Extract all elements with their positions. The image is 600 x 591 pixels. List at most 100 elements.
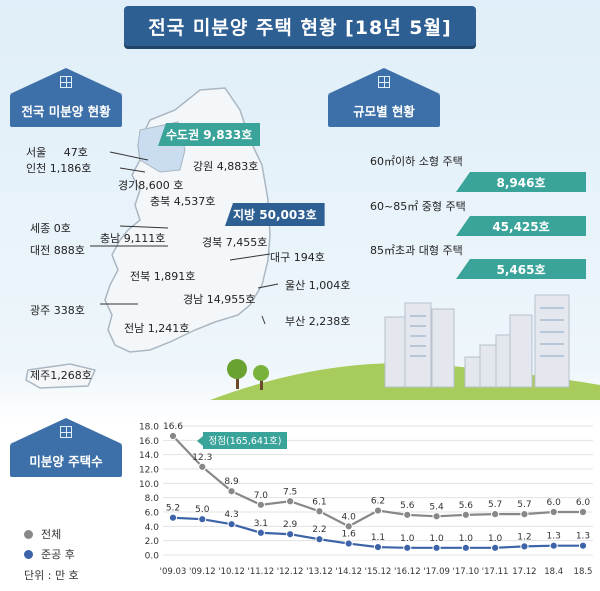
x-tick-label: '14.12 <box>335 567 362 577</box>
y-tick-label: 12.0 <box>139 466 159 476</box>
peak-annotation-text: 정점(165,641호) <box>209 435 282 447</box>
x-tick-label: '09.03 <box>160 567 187 577</box>
data-point <box>168 431 178 441</box>
data-point <box>403 543 412 552</box>
data-point <box>344 539 353 548</box>
legend-completed: 준공 후 <box>24 546 75 562</box>
local-badge: 지방 50,003호 <box>225 203 325 226</box>
leader-lines <box>90 151 279 325</box>
x-tick-label: '17.10 <box>453 567 480 577</box>
region-sejong: 세종 0호 <box>30 222 71 235</box>
data-label: 5.7 <box>517 500 531 510</box>
size-bar-small: 8,946호 <box>456 172 586 192</box>
data-label: 1.3 <box>576 532 590 542</box>
section-size-title: 규모별 현황 <box>328 94 440 127</box>
data-label: 2.2 <box>312 525 326 535</box>
tree-icon <box>253 365 269 390</box>
data-point <box>198 515 207 524</box>
peak-annotation-box <box>203 432 287 449</box>
x-tick-label: '16.12 <box>394 567 421 577</box>
region-ulsan: 울산 1,004호 <box>285 279 351 292</box>
data-label: 3.1 <box>254 519 268 529</box>
region-jeonbuk: 전북 1,891호 <box>130 270 196 283</box>
data-label: 5.4 <box>429 502 444 512</box>
size-label-small: 60㎡이하 소형 주택 <box>370 155 463 168</box>
data-point <box>520 510 529 519</box>
region-gwangju: 광주 338호 <box>30 304 85 317</box>
data-label: 6.0 <box>576 498 591 508</box>
data-point <box>403 510 412 519</box>
x-tick-label: '15.12 <box>365 567 392 577</box>
y-tick-label: 18.0 <box>139 423 159 433</box>
data-label: 5.0 <box>195 505 210 515</box>
data-point <box>461 510 470 519</box>
building-windows <box>410 307 564 357</box>
data-label: 5.7 <box>488 500 502 510</box>
data-point <box>373 506 383 515</box>
x-tick-label: '11.12 <box>248 567 275 577</box>
section-national-label: 전국 미분양 현황 <box>10 68 122 127</box>
data-label: 1.0 <box>488 534 503 544</box>
data-label: 4.0 <box>342 512 357 522</box>
data-point <box>549 541 558 550</box>
section-national-title: 전국 미분양 현황 <box>10 94 122 127</box>
region-chungnam: 충남 9,111호 <box>100 232 166 245</box>
region-daegu: 대구 194호 <box>270 251 325 264</box>
x-tick-label: '09.12 <box>189 567 216 577</box>
tree-icon <box>227 359 247 389</box>
data-label: 7.5 <box>283 487 297 497</box>
data-point <box>256 500 265 509</box>
data-label: 1.0 <box>459 534 474 544</box>
x-tick-label: 18.5 <box>574 567 593 577</box>
jeju-shape <box>25 363 97 389</box>
legend-total: 전체 <box>24 526 61 542</box>
region-gyeonggi: 경기8,600 호 <box>118 179 184 192</box>
data-label: 4.3 <box>224 510 238 520</box>
region-busan: 부산 2,238호 <box>285 315 351 328</box>
y-tick-label: 0.0 <box>145 552 160 562</box>
data-point <box>491 510 500 519</box>
data-label: 6.0 <box>547 498 562 508</box>
region-gangwon: 강원 4,883호 <box>193 160 259 173</box>
y-tick-label: 8.0 <box>145 494 160 504</box>
region-incheon: 인천 1,186호 <box>26 162 92 175</box>
scenery-illustration <box>210 294 600 400</box>
x-tick-label: '13.12 <box>306 567 333 577</box>
region-seoul: 서울 47호 <box>26 146 88 159</box>
x-tick-label: '17.11 <box>482 567 509 577</box>
data-label: 5.6 <box>400 501 415 511</box>
data-label: 1.0 <box>429 534 444 544</box>
section-count-label: 미분양 주택수 <box>10 418 122 477</box>
data-point <box>373 543 383 552</box>
x-tick-label: 18.4 <box>544 567 563 577</box>
region-gyeongbuk: 경북 7,455호 <box>202 236 268 249</box>
data-point <box>198 462 207 471</box>
data-point <box>578 507 588 517</box>
data-point <box>315 507 324 516</box>
data-label: 1.2 <box>517 532 531 542</box>
data-point <box>491 543 500 552</box>
page-title: 전국 미분양 주택 현황 [18년 5월] <box>124 6 476 46</box>
y-tick-label: 6.0 <box>145 509 160 519</box>
x-tick-label: '17.09 <box>423 567 450 577</box>
region-chungbuk: 충북 4,537호 <box>150 195 216 208</box>
data-label: 5.6 <box>459 501 474 511</box>
y-tick-label: 2.0 <box>145 537 160 547</box>
size-bar-medium: 45,425호 <box>456 216 586 236</box>
data-point <box>315 535 324 544</box>
data-label: 1.1 <box>371 533 385 543</box>
data-point <box>432 543 441 552</box>
data-label: 1.0 <box>400 534 415 544</box>
data-label: 1.6 <box>342 530 357 540</box>
region-jeonnam: 전남 1,241호 <box>124 322 190 335</box>
region-daejeon: 대전 888호 <box>30 244 85 257</box>
data-label: 1.3 <box>547 532 561 542</box>
size-bar-large: 5,465호 <box>456 259 586 279</box>
data-label: 16.6 <box>163 422 183 432</box>
data-point <box>432 512 441 521</box>
size-label-medium: 60~85㎡ 중형 주택 <box>370 200 466 213</box>
y-tick-label: 16.0 <box>139 437 159 447</box>
data-point <box>256 528 265 537</box>
legend-total-swatch <box>24 529 33 539</box>
data-label: 5.2 <box>166 504 180 514</box>
